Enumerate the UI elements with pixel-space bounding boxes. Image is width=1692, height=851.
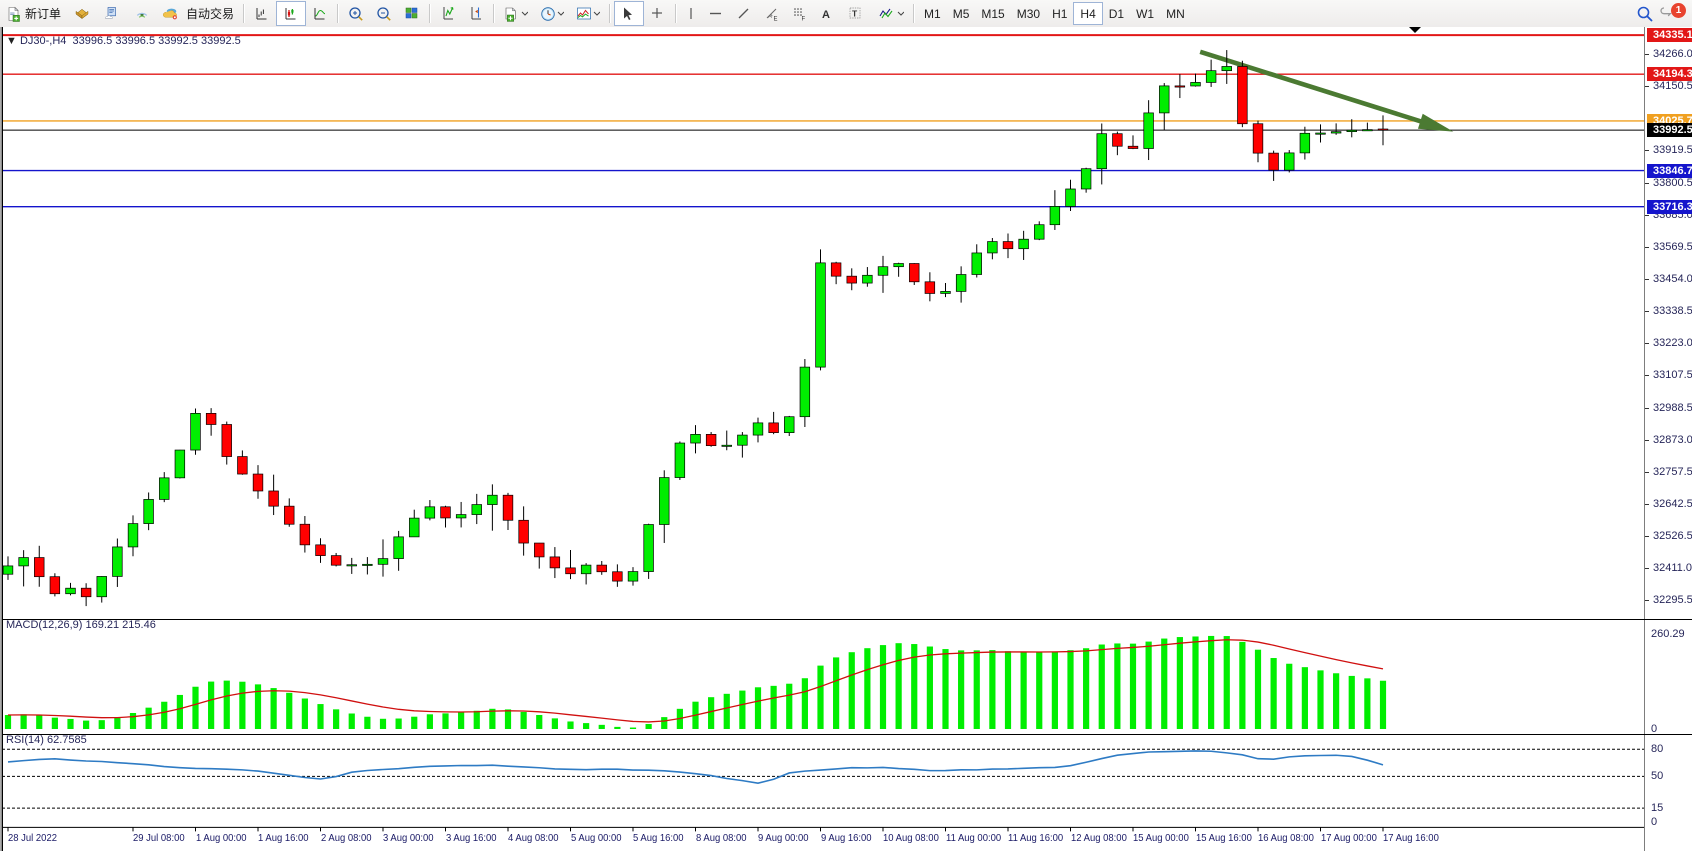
svg-text:A: A — [822, 9, 830, 21]
svg-text:T: T — [852, 8, 858, 18]
svg-text:E: E — [774, 16, 778, 22]
svg-text:F: F — [802, 16, 806, 22]
